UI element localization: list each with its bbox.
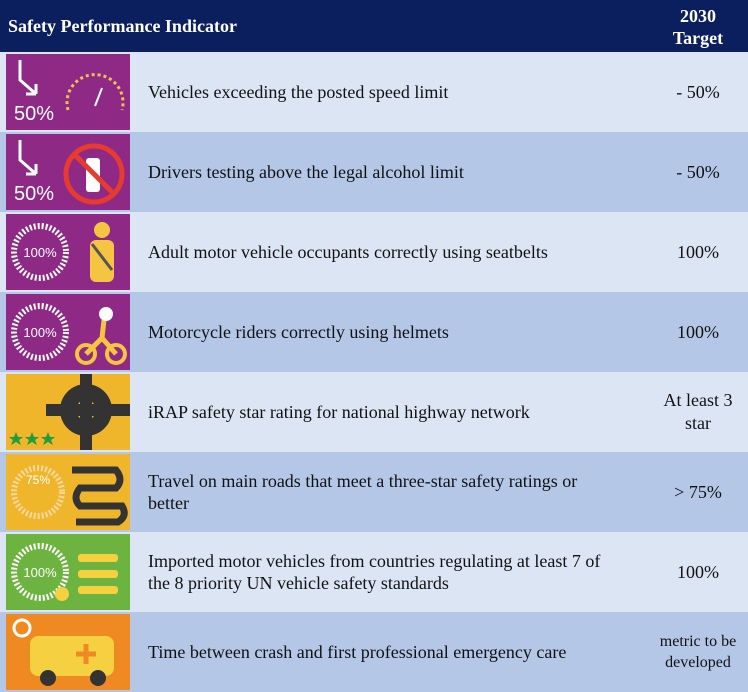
table-row: 50% Vehicles exceeding the posted speed l… xyxy=(0,52,748,132)
target-cell: 100% xyxy=(648,241,748,264)
icon-label: 75% xyxy=(26,473,50,487)
row-icon: 50% xyxy=(6,54,130,130)
car xyxy=(78,570,118,578)
rider xyxy=(84,319,118,356)
check xyxy=(55,587,69,601)
row-icon: 100% xyxy=(6,294,130,370)
row-icon xyxy=(6,374,130,450)
indicator-text: Travel on main roads that meet a three-s… xyxy=(148,471,578,513)
prohibit xyxy=(63,143,125,205)
target-cell: - 50% xyxy=(648,81,748,104)
target-text: 100% xyxy=(677,241,719,262)
percent-ring xyxy=(11,465,65,519)
target-cell: > 75% xyxy=(648,481,748,504)
icon-background xyxy=(6,54,130,130)
wheel xyxy=(40,670,56,686)
target-text: metric to be developed xyxy=(659,633,737,671)
indicator-text: iRAP safety star rating for national hig… xyxy=(148,402,530,422)
down-arrow xyxy=(18,60,38,96)
target-text: > 75% xyxy=(674,481,722,502)
car xyxy=(78,554,118,562)
cross xyxy=(76,644,96,664)
wheel xyxy=(90,670,106,686)
star xyxy=(9,432,23,445)
target-cell: 100% xyxy=(648,321,748,344)
table-body: 50% Vehicles exceeding the posted speed l… xyxy=(0,52,748,692)
icon-label: 100% xyxy=(23,565,57,580)
table-row: 100% Adult motor vehicle occupants correc… xyxy=(0,212,748,292)
row-icon: 50% xyxy=(6,134,130,210)
indicator-text: Imported motor vehicles from countries r… xyxy=(148,551,601,593)
indicator-text: Motorcycle riders correctly using helmet… xyxy=(148,322,449,342)
wheel xyxy=(75,343,97,365)
target-text: - 50% xyxy=(676,161,720,182)
table-row: iRAP safety star rating for national hig… xyxy=(0,372,748,452)
row-icon: 100% xyxy=(6,534,130,610)
header-target: 2030 Target xyxy=(648,3,748,49)
winding-road xyxy=(72,466,128,526)
target-text: 100% xyxy=(677,561,719,582)
table-row: 50% Drivers testing above the legal alcoh… xyxy=(0,132,748,212)
table-header: Safety Performance Indicator 2030 Target xyxy=(0,0,748,52)
target-text: - 50% xyxy=(676,81,720,102)
target-cell: - 50% xyxy=(648,161,748,184)
timer xyxy=(12,618,32,638)
indicator-text: Drivers testing above the legal alcohol … xyxy=(148,162,464,182)
icon-label: 50% xyxy=(14,183,54,205)
header-target-text: 2030 Target xyxy=(672,6,724,48)
table-row: Time between crash and first professiona… xyxy=(0,612,748,692)
table-row: 100% Imported motor vehicles from countri… xyxy=(0,532,748,612)
target-text: At least 3 star xyxy=(663,390,733,433)
row-icon: 100% xyxy=(6,214,130,290)
target-cell: At least 3 star xyxy=(648,389,748,435)
indicator-text: Vehicles exceeding the posted speed limi… xyxy=(148,82,449,102)
icon-label: 100% xyxy=(23,325,57,340)
needle xyxy=(94,87,103,107)
road-h xyxy=(46,404,130,416)
icon-label: 50% xyxy=(14,103,54,125)
percent-ring xyxy=(11,223,69,281)
indicator-text: Adult motor vehicle occupants correctly … xyxy=(148,242,548,262)
wheel xyxy=(105,343,127,365)
percent-ring xyxy=(11,543,69,601)
belt xyxy=(90,243,114,271)
speedometer xyxy=(65,73,125,111)
star xyxy=(25,432,39,445)
row-icon: 75% xyxy=(6,454,130,530)
target-cell: metric to be developed xyxy=(648,631,748,673)
table-row: 100% Motorcycle riders correctly using he… xyxy=(0,292,748,372)
person-head xyxy=(94,222,110,238)
target-text: 100% xyxy=(677,321,719,342)
star xyxy=(41,432,55,445)
icon-label: 100% xyxy=(23,245,57,260)
percent-ring xyxy=(11,303,69,361)
down-arrow xyxy=(18,140,38,176)
header-indicator: Safety Performance Indicator xyxy=(8,15,237,36)
row-icon xyxy=(6,614,130,690)
car xyxy=(78,586,118,594)
helmet xyxy=(99,307,113,321)
table-row: 75% Travel on main roads that meet a thre… xyxy=(0,452,748,532)
indicator-text: Time between crash and first professiona… xyxy=(148,642,567,662)
ambulance-body xyxy=(30,636,114,676)
prohibit-bar xyxy=(72,152,116,196)
target-cell: 100% xyxy=(648,561,748,584)
